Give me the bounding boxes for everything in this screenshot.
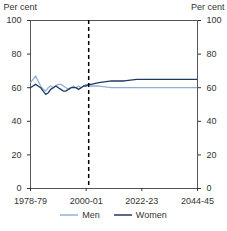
svg-text:100: 100 bbox=[6, 15, 21, 25]
svg-text:Per cent: Per cent bbox=[4, 2, 38, 12]
svg-text:2044-45: 2044-45 bbox=[181, 196, 214, 206]
svg-text:60: 60 bbox=[11, 83, 21, 93]
svg-text:0: 0 bbox=[207, 183, 212, 193]
svg-text:100: 100 bbox=[207, 15, 222, 25]
svg-text:80: 80 bbox=[11, 49, 21, 59]
svg-text:Per cent: Per cent bbox=[191, 2, 225, 12]
svg-text:40: 40 bbox=[207, 116, 217, 126]
svg-text:40: 40 bbox=[11, 116, 21, 126]
svg-text:0: 0 bbox=[16, 183, 21, 193]
svg-text:2022-23: 2022-23 bbox=[125, 196, 158, 206]
html-text:Men: Men bbox=[82, 210, 100, 220]
svg-text:2000-01: 2000-01 bbox=[70, 196, 103, 206]
html-text:Women: Women bbox=[135, 210, 167, 220]
svg-text:60: 60 bbox=[207, 83, 217, 93]
svg-text:80: 80 bbox=[207, 49, 217, 59]
svg-text:20: 20 bbox=[11, 150, 21, 160]
svg-text:1978-79: 1978-79 bbox=[14, 196, 47, 206]
svg-text:20: 20 bbox=[207, 150, 217, 160]
